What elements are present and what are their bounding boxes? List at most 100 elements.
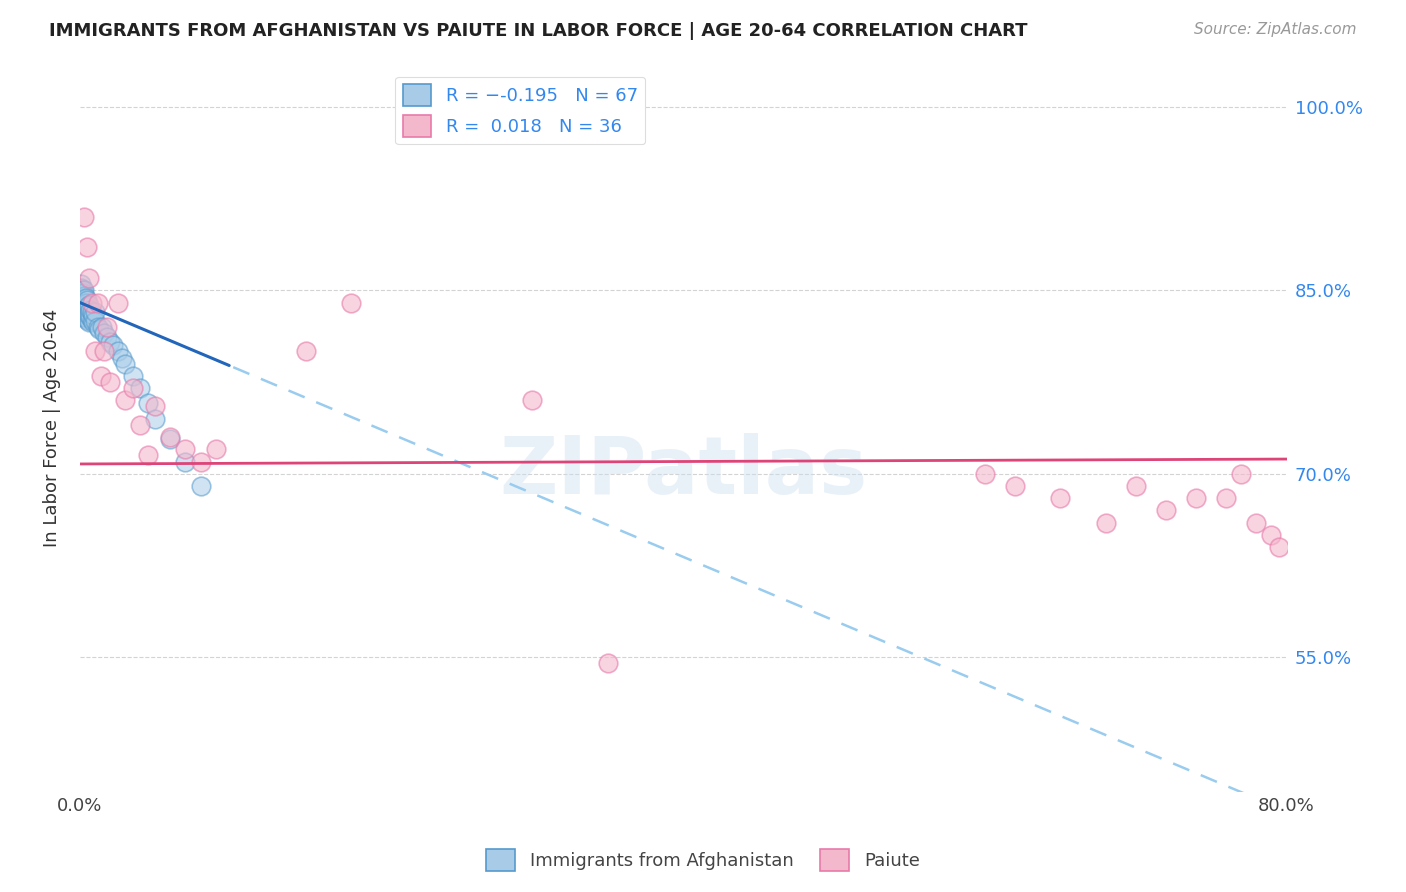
Point [72, 295, 94, 310]
Point [190, 479, 212, 493]
Point [129, 381, 152, 395]
Point [72, 310, 94, 325]
Point [143, 411, 166, 425]
Point [101, 338, 124, 352]
Point [98, 334, 121, 349]
Point [77, 305, 100, 319]
Point [96, 330, 118, 344]
Point [107, 295, 129, 310]
Point [84, 314, 107, 328]
Point [1260, 528, 1282, 542]
Point [70, 281, 93, 295]
Point [1268, 540, 1291, 554]
Point [84, 305, 107, 319]
Point [596, 657, 619, 671]
Point [70, 293, 93, 307]
Point [87, 320, 110, 334]
Point [70, 308, 93, 322]
Point [190, 454, 212, 468]
Point [75, 295, 97, 310]
Point [174, 442, 197, 457]
Point [1154, 503, 1177, 517]
Point [1246, 516, 1268, 530]
Point [89, 322, 111, 336]
Point [522, 393, 544, 408]
Point [73, 289, 96, 303]
Point [79, 302, 101, 317]
Point [159, 433, 181, 447]
Point [72, 283, 94, 297]
Point [204, 442, 226, 457]
Point [82, 308, 104, 322]
Point [114, 393, 136, 408]
Text: ZIPatlas: ZIPatlas [499, 433, 868, 510]
Point [136, 396, 159, 410]
Point [80, 305, 103, 319]
Point [70, 289, 93, 303]
Point [107, 344, 129, 359]
Point [73, 310, 96, 325]
Point [70, 277, 93, 292]
Point [73, 283, 96, 297]
Point [129, 417, 152, 432]
Point [75, 298, 97, 312]
Point [70, 283, 93, 297]
Point [73, 301, 96, 316]
Point [72, 301, 94, 316]
Point [79, 310, 101, 325]
Point [77, 308, 100, 322]
Point [77, 271, 100, 285]
Point [70, 285, 93, 300]
Point [73, 298, 96, 312]
Point [82, 315, 104, 329]
Point [1125, 479, 1147, 493]
Point [136, 449, 159, 463]
Point [70, 298, 93, 312]
Point [72, 285, 94, 300]
Point [93, 344, 115, 359]
Legend: Immigrants from Afghanistan, Paiute: Immigrants from Afghanistan, Paiute [479, 842, 927, 879]
Point [76, 293, 98, 307]
Point [121, 381, 143, 395]
Point [76, 308, 98, 322]
Point [73, 291, 96, 305]
Point [91, 320, 114, 334]
Point [93, 326, 115, 340]
Point [76, 301, 98, 315]
Text: Source: ZipAtlas.com: Source: ZipAtlas.com [1194, 22, 1357, 37]
Point [1215, 491, 1237, 506]
Point [295, 344, 318, 359]
Point [1230, 467, 1253, 481]
Point [174, 454, 197, 468]
Point [121, 368, 143, 383]
Point [76, 240, 98, 254]
Text: IMMIGRANTS FROM AFGHANISTAN VS PAIUTE IN LABOR FORCE | AGE 20-64 CORRELATION CHA: IMMIGRANTS FROM AFGHANISTAN VS PAIUTE IN… [49, 22, 1028, 40]
Point [1094, 516, 1116, 530]
Point [143, 400, 166, 414]
Point [73, 295, 96, 310]
Point [80, 312, 103, 326]
Point [98, 375, 121, 389]
Point [75, 302, 97, 317]
Point [73, 210, 96, 224]
Point [72, 305, 94, 319]
Point [1004, 479, 1026, 493]
Point [77, 298, 100, 312]
Point [75, 310, 97, 325]
Point [72, 292, 94, 306]
Point [90, 368, 112, 383]
Point [77, 315, 100, 329]
Legend: R = −-0.195   N = 67, R =  0.018   N = 36: R = −-0.195 N = 67, R = 0.018 N = 36 [395, 77, 645, 145]
Y-axis label: In Labor Force | Age 20-64: In Labor Force | Age 20-64 [44, 309, 60, 547]
Point [80, 295, 103, 310]
Point [96, 320, 118, 334]
Point [75, 305, 97, 319]
Point [1049, 491, 1071, 506]
Point [114, 357, 136, 371]
Point [87, 295, 110, 310]
Point [75, 291, 97, 305]
Point [73, 305, 96, 319]
Point [76, 312, 98, 326]
Point [84, 344, 107, 359]
Point [72, 301, 94, 316]
